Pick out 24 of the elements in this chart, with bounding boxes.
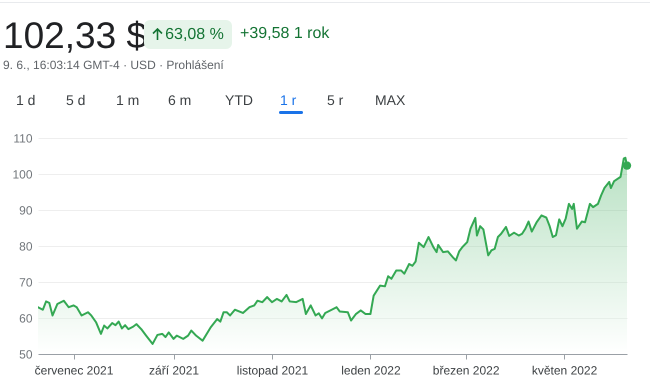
y-tick-label: 100 [12, 168, 33, 182]
text: 5 r [327, 92, 344, 108]
x-tick-label: březen 2022 [432, 364, 500, 378]
x-tick-label: leden 2022 [341, 364, 401, 378]
text: MAX [375, 92, 406, 108]
x-tick-label: listopad 2021 [236, 364, 309, 378]
y-tick-label: 110 [13, 132, 33, 146]
text: 5 d [66, 92, 86, 108]
text: 63,08 % [165, 26, 224, 44]
text: 9. 6., 16:03:14 GMT-4 · USD · Prohlášení [3, 58, 224, 72]
text: 1 r [280, 92, 296, 108]
text: 1 m [116, 92, 140, 108]
y-tick-label: 70 [19, 276, 33, 290]
y-tick-label: 50 [19, 348, 33, 362]
text: 1 d [16, 92, 36, 108]
text: +39,58 1 rok [240, 25, 330, 43]
y-tick-label: 60 [19, 312, 33, 326]
x-tick-label: červenec 2021 [34, 364, 114, 378]
text: 6 m [168, 92, 192, 108]
text: YTD [225, 92, 253, 108]
x-tick-label: září 2021 [149, 364, 200, 378]
x-tick-label: květen 2022 [532, 364, 598, 378]
y-tick-label: 90 [19, 204, 33, 218]
y-tick-label: 80 [19, 240, 33, 254]
